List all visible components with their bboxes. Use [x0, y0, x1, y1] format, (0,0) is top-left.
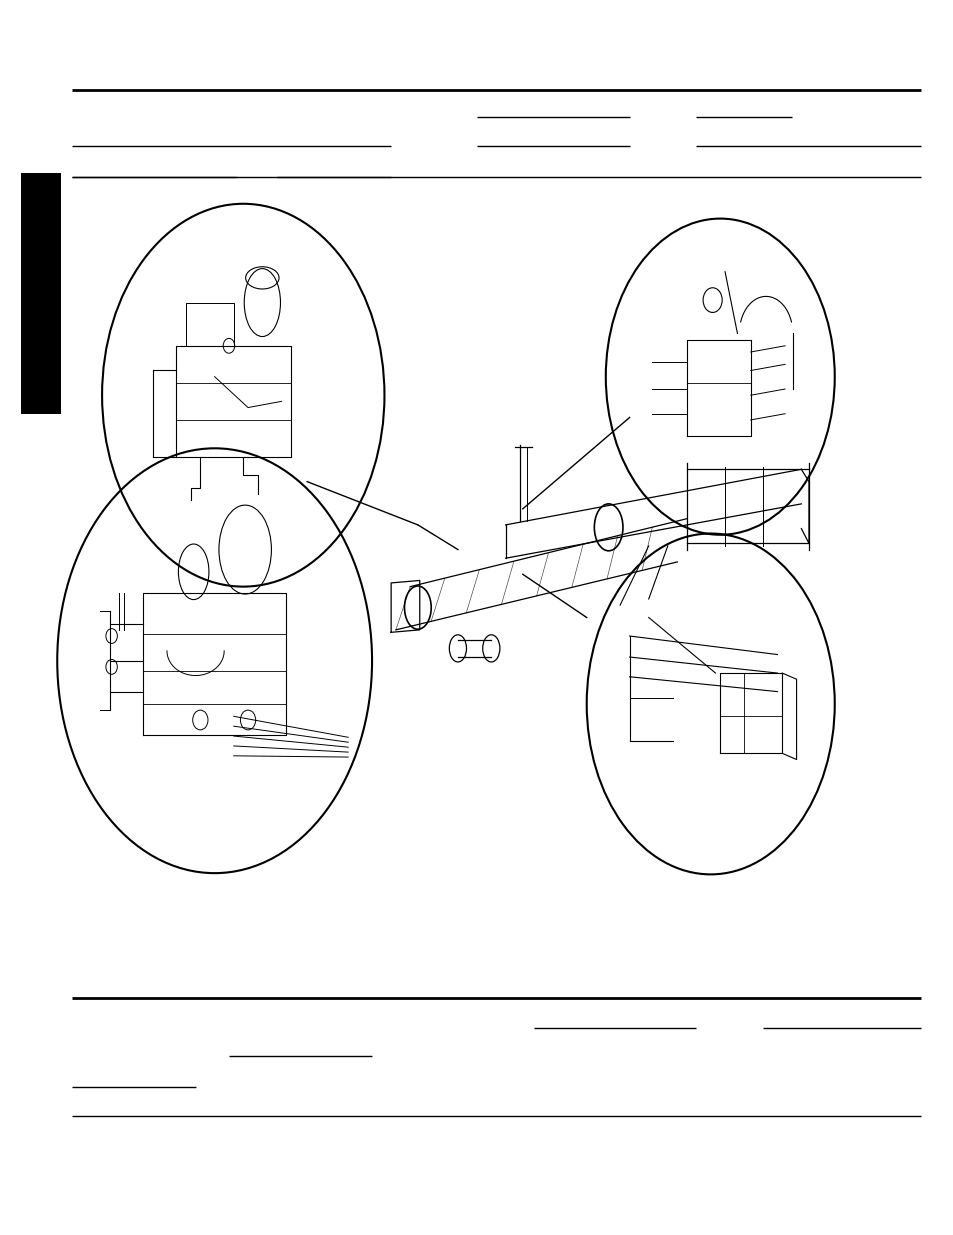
Bar — [21, 173, 61, 414]
